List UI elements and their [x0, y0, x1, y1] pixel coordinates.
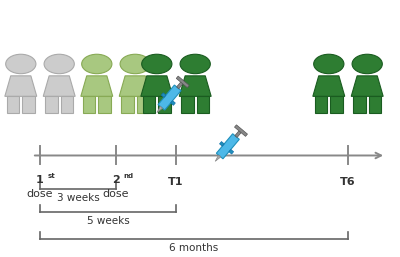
Polygon shape — [81, 76, 113, 96]
Circle shape — [180, 54, 210, 74]
Text: 5 weeks: 5 weeks — [87, 216, 129, 226]
Polygon shape — [98, 96, 111, 113]
Polygon shape — [82, 96, 95, 113]
Text: 3 weeks: 3 weeks — [57, 193, 99, 203]
Polygon shape — [45, 96, 58, 113]
Text: 2: 2 — [112, 175, 120, 185]
Text: dose: dose — [27, 189, 53, 199]
Polygon shape — [121, 96, 134, 113]
Text: st: st — [47, 173, 55, 179]
Polygon shape — [171, 101, 175, 105]
Polygon shape — [369, 96, 382, 113]
Circle shape — [44, 54, 74, 74]
Circle shape — [314, 54, 344, 74]
Polygon shape — [181, 96, 194, 113]
Polygon shape — [43, 76, 75, 96]
Polygon shape — [220, 142, 224, 146]
Text: nd: nd — [123, 173, 133, 179]
Circle shape — [352, 54, 382, 74]
Circle shape — [142, 54, 172, 74]
Polygon shape — [215, 155, 221, 161]
Polygon shape — [314, 96, 327, 113]
Text: T1: T1 — [168, 177, 184, 187]
Polygon shape — [119, 76, 151, 96]
Polygon shape — [5, 76, 37, 96]
Polygon shape — [234, 125, 248, 136]
Circle shape — [6, 54, 36, 74]
Polygon shape — [197, 96, 210, 113]
Polygon shape — [158, 85, 181, 110]
Polygon shape — [6, 96, 19, 113]
Polygon shape — [177, 81, 183, 89]
Circle shape — [120, 54, 150, 74]
Polygon shape — [313, 76, 345, 96]
Text: dose: dose — [103, 189, 129, 199]
Polygon shape — [330, 96, 343, 113]
Text: T6: T6 — [340, 177, 356, 187]
Polygon shape — [158, 96, 171, 113]
Polygon shape — [161, 93, 166, 97]
Polygon shape — [235, 130, 242, 137]
Polygon shape — [137, 96, 150, 113]
Polygon shape — [216, 134, 239, 159]
Polygon shape — [229, 149, 234, 154]
Polygon shape — [351, 76, 383, 96]
Polygon shape — [353, 96, 366, 113]
Polygon shape — [61, 96, 74, 113]
Polygon shape — [142, 96, 155, 113]
Polygon shape — [22, 96, 35, 113]
Polygon shape — [157, 106, 162, 113]
Text: 6 months: 6 months — [169, 243, 219, 253]
Polygon shape — [179, 76, 211, 96]
Text: 1: 1 — [36, 175, 44, 185]
Polygon shape — [176, 76, 189, 88]
Circle shape — [82, 54, 112, 74]
Polygon shape — [141, 76, 173, 96]
